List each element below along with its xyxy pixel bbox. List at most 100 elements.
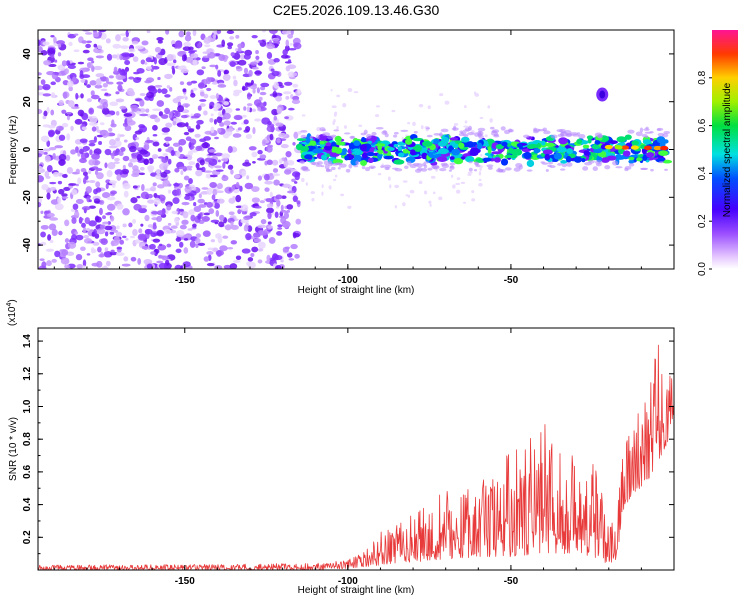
spectrogram-cell [111,152,115,160]
spectrogram-cell [635,131,643,137]
spectrogram-cell [282,246,290,253]
spectrogram-cell [235,255,242,260]
spectrogram-cell [86,84,91,89]
spectrogram-cell [111,54,118,59]
spectrogram-cell [337,166,341,170]
spectrogram-cell [63,186,71,192]
spectrogram-cell [459,130,464,134]
spectrogram-cell [291,99,301,105]
spectrogram-cell [221,153,231,159]
spectrogram-cell [96,172,104,180]
spectrogram-cell [52,152,56,160]
spectrogram-cell [292,232,297,239]
spectrogram-cell [466,141,475,148]
spectrogram-cell [195,243,199,248]
spectrogram-cell [216,183,223,190]
spectrogram-cell [292,72,298,77]
spectrogram-cell [484,134,488,138]
spectrogram-cell [180,114,188,119]
spectrogram-cell [423,190,428,195]
spectrogram-cell [402,202,406,207]
spectrogram-cell [169,86,173,92]
spectrogram-cell [120,147,126,152]
spectrogram-cell [80,246,86,251]
spectrogram-cell [179,224,187,230]
spectrogram-cell [406,161,412,166]
spectrogram-cell [38,175,45,183]
spectrogram-cell [143,258,153,265]
spectrogram-cell [64,238,70,244]
spectrogram-cell [172,142,181,147]
spectrogram-cell [104,162,108,169]
spectrogram-cell [86,253,91,256]
spectrogram-cell [393,131,399,135]
spectrogram-cell [528,144,539,149]
spectrogram-cell [242,114,247,118]
spectrogram-cell [74,231,79,235]
spectrogram-cell [124,59,131,66]
spectrogram-cell [74,210,80,219]
spectrogram-cell [88,139,97,144]
spectrogram-cell [260,86,266,91]
spectrogram-cell [199,159,205,166]
spectrogram-cell [169,229,177,234]
spectrogram-cell [115,34,121,42]
spectrogram-cell [48,147,57,151]
spectrogram-cell [402,180,408,183]
spectrogram-cell [193,202,197,207]
spectrogram-cell [552,158,559,162]
spectrogram-cell [123,190,129,198]
spectrogram-cell [283,169,292,175]
spectrogram-cell [595,160,603,165]
spectrogram-cell [444,100,450,105]
spectrogram-cell [165,148,170,153]
spectrogram-cell [171,65,175,71]
spectrogram-cell [422,140,433,147]
spectrogram-cell [42,41,50,46]
spectrogram-cell [235,108,241,111]
spectrogram-hot-cell [591,144,600,150]
chart-title: C2E5.2026.109.13.46.G30 [273,2,440,18]
spectrogram-cell [258,241,266,249]
spectrogram-cell [366,133,372,139]
colorbar-tick-label: 0.8 [697,70,708,84]
spectrogram-cell [431,165,440,169]
spectrogram-cell [267,212,272,220]
spectrogram-cell [202,230,211,237]
spectrogram-cell [353,140,361,147]
spectrogram-cell [225,128,234,132]
spectrogram-hot-cell [643,145,652,151]
spectrogram-cell [87,62,93,69]
spectrogram-cell [199,91,205,97]
spectrogram-cell [152,238,161,243]
spectrogram-cell [42,83,51,91]
spectrogram-cell [227,145,233,154]
spectrogram-cell [186,165,193,169]
spectrogram-cell [146,263,153,269]
spectrogram-cell [559,168,566,171]
spectrogram-cell [99,207,103,216]
spectrogram-cell [334,111,338,116]
spectrogram-cell [196,119,204,125]
spectrogram-cell [526,169,533,172]
spectrogram-cell [305,182,308,186]
spectrogram-cell [297,89,301,94]
spectrogram-cell [331,105,337,109]
spectrogram-cell [95,73,105,78]
spectrogram-cell [81,126,88,131]
spectrogram-cell [288,258,295,261]
spectrogram-cell [252,160,256,164]
spectrogram-cell [129,235,136,239]
spectrogram-cell [75,168,80,174]
spectrogram-cell [198,82,205,89]
spectrogram-cell [50,92,56,99]
spectrogram-cell [246,106,250,113]
spectrogram-cell [222,112,231,120]
spectrogram-cell [166,62,176,67]
spectrogram-cell [277,227,283,230]
spectrogram-cell [182,88,187,93]
spectrogram-cell [367,157,374,163]
spectrogram-cell [230,169,234,175]
spectrogram-cell [161,132,169,136]
spectrogram-cell [576,138,583,145]
